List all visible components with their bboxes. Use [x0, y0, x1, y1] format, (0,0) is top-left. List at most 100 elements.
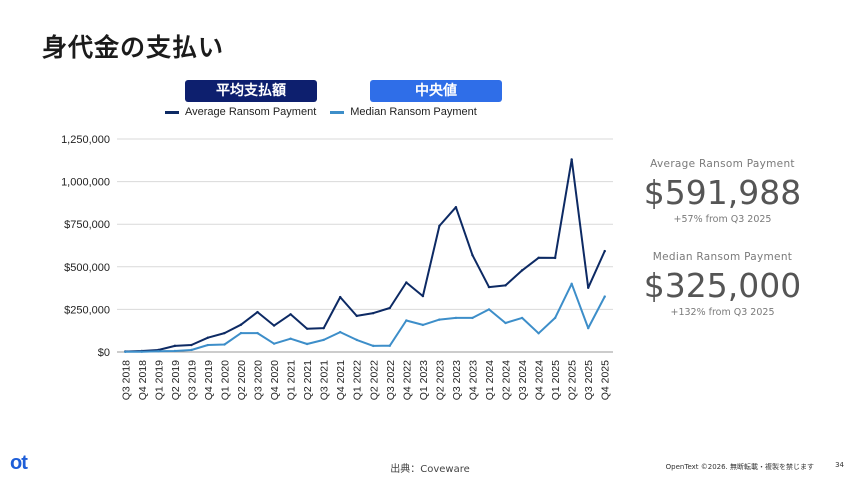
series-line-median	[125, 282, 606, 353]
data-point-average	[339, 295, 342, 299]
x-tick-label: Q3 2023	[451, 360, 463, 400]
data-point-average	[405, 281, 408, 284]
data-point-average	[487, 285, 491, 289]
source-note: 出典：Coveware	[390, 464, 470, 475]
x-tick-label: Q1 2021	[286, 360, 298, 400]
data-point-average	[454, 205, 458, 209]
x-tick-label: Q4 2018	[137, 360, 149, 400]
legend-item-median: Median Ransom Payment	[330, 106, 477, 118]
data-point-median	[537, 332, 540, 335]
median-pill: 中央値	[370, 80, 502, 102]
x-tick-label: Q4 2021	[335, 360, 347, 400]
data-point-average	[272, 324, 276, 327]
data-point-median	[140, 350, 143, 353]
average-pill: 平均支払額	[185, 80, 317, 102]
x-tick-label: Q1 2023	[418, 360, 430, 400]
x-tick-label: Q2 2020	[236, 360, 248, 400]
data-point-median	[322, 338, 325, 342]
kpi-median-label: Median Ransom Payment	[652, 251, 793, 263]
data-point-average	[190, 343, 193, 347]
x-tick-label: Q2 2025	[567, 360, 579, 400]
x-tick-label: Q4 2019	[203, 360, 215, 400]
data-point-average	[206, 336, 210, 339]
data-point-median	[587, 326, 590, 330]
data-point-median	[355, 338, 358, 342]
x-tick-label: Q1 2020	[219, 360, 231, 400]
data-point-median	[570, 282, 573, 286]
data-point-median	[190, 348, 193, 352]
x-tick-label: Q3 2020	[253, 360, 265, 400]
page-title: 身代金の支払い	[42, 33, 225, 62]
data-point-median	[553, 316, 557, 320]
data-point-median	[603, 295, 606, 298]
ransom-line-chart: $0 $250,000 $500,000 $750,000 1,000,000 1,250…	[61, 134, 613, 400]
kpi-average-value: $591,988	[643, 173, 802, 212]
y-tick-label: $500,000	[64, 262, 110, 274]
x-tick-label: Q2 2021	[302, 360, 314, 400]
data-point-average	[223, 331, 226, 335]
data-point-median	[206, 343, 210, 347]
data-point-average	[438, 224, 441, 228]
data-point-average	[239, 323, 243, 326]
data-point-average	[421, 294, 425, 298]
x-tick-label: Q3 2018	[120, 360, 132, 400]
data-point-median	[339, 330, 342, 334]
series-line-average	[125, 158, 606, 353]
kpi-median-value: $325,000	[643, 266, 802, 305]
x-tick-label: Q2 2019	[170, 360, 182, 400]
x-tick-label: Q1 2024	[484, 360, 496, 400]
data-point-average	[471, 254, 474, 257]
legend-label-median: Median Ransom Payment	[350, 106, 477, 118]
x-tick-label: Q1 2022	[352, 360, 364, 400]
data-point-average	[537, 256, 540, 259]
x-tick-label: Q4 2022	[401, 360, 413, 400]
data-point-average	[173, 344, 177, 348]
data-point-median	[289, 337, 292, 340]
y-tick-label: $750,000	[64, 219, 110, 231]
data-point-median	[504, 321, 507, 325]
legend-item-average: Average Ransom Payment	[165, 106, 316, 118]
kpi-median: Median Ransom Payment $325,000 +132% fro…	[640, 251, 805, 318]
data-point-average	[603, 249, 606, 253]
legend-swatch-median	[330, 110, 345, 114]
x-tick-label: Q4 2025	[600, 360, 612, 400]
legend-swatch-average	[165, 110, 179, 114]
kpi-average: Average Ransom Payment $591,988 +57% fro…	[640, 158, 805, 225]
data-point-average	[355, 314, 358, 318]
data-point-median	[223, 343, 226, 346]
kpi-median-delta: +132% from Q3 2025	[670, 307, 775, 318]
data-point-median	[388, 344, 391, 347]
data-point-average	[305, 327, 309, 330]
x-tick-label: Q2 2023	[434, 360, 446, 400]
copyright-note: OpenText ©2026. 無断転載・複製を禁じます	[665, 463, 814, 471]
data-point-average	[570, 158, 573, 161]
data-point-average	[553, 256, 557, 260]
x-tick-label: Q1 2019	[153, 360, 165, 400]
data-point-average	[504, 284, 507, 287]
data-point-average	[256, 310, 259, 314]
opentext-logo: ot	[10, 452, 28, 474]
x-tick-label: Q2 2024	[501, 360, 513, 400]
data-point-median	[239, 331, 243, 335]
x-tick-label: Q3 2025	[583, 360, 595, 400]
data-point-average	[388, 306, 391, 310]
data-point-median	[173, 349, 177, 353]
data-point-average	[520, 269, 524, 272]
data-point-median	[124, 350, 127, 354]
data-point-median	[471, 316, 474, 320]
data-point-median	[157, 350, 160, 353]
x-tick-label: Q4 2024	[534, 360, 546, 400]
kpi-average-label: Average Ransom Payment	[650, 158, 795, 170]
data-point-median	[405, 319, 408, 322]
x-tick-label: Q3 2019	[186, 360, 198, 400]
data-point-average	[587, 286, 590, 289]
x-tick-label: Q1 2025	[550, 360, 562, 400]
y-tick-label: 1,000,000	[61, 177, 110, 189]
y-tick-label: $0	[98, 347, 110, 359]
page-number: 34	[835, 461, 844, 469]
data-point-median	[372, 344, 375, 348]
x-tick-label: Q4 2020	[269, 360, 281, 400]
x-tick-label: Q3 2021	[319, 360, 331, 400]
data-point-average	[289, 313, 292, 316]
data-point-average	[322, 326, 325, 330]
